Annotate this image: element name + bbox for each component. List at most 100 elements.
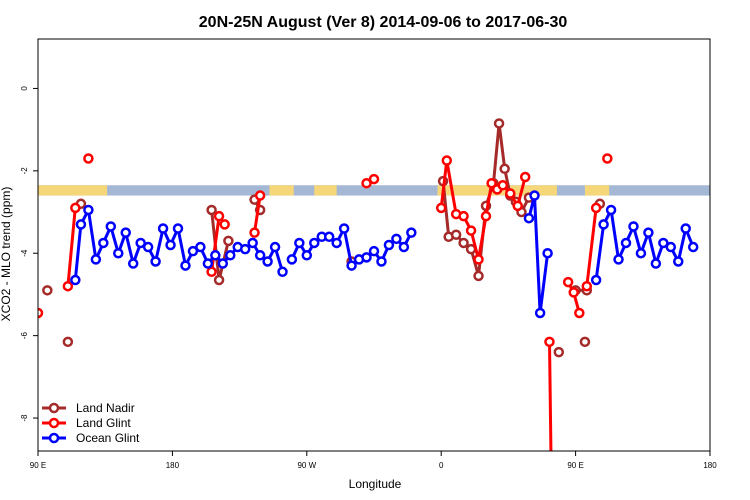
data-point	[331, 237, 342, 249]
x-tick-label: 90 W	[297, 461, 316, 470]
land-band-segment	[38, 185, 108, 196]
data-point	[98, 237, 109, 249]
legend-label: Ocean Glint	[76, 431, 140, 445]
data-point	[247, 237, 258, 249]
y-tick-label: -6	[20, 332, 29, 340]
data-point	[680, 223, 691, 234]
data-point	[519, 171, 531, 183]
axes: 90 E 180 90 W 0 90 E 180 0 -2 -4 -6 -8	[20, 86, 717, 470]
data-point	[581, 280, 593, 292]
data-point	[254, 250, 266, 261]
data-point	[650, 258, 662, 269]
data-point	[613, 254, 624, 265]
data-point	[83, 153, 94, 164]
data-point	[202, 258, 214, 269]
data-point	[323, 231, 335, 243]
data-point	[294, 237, 305, 249]
series-line	[527, 194, 550, 315]
data-point	[465, 225, 477, 236]
data-point	[398, 241, 410, 253]
data-point	[225, 250, 236, 261]
legend-label: Land Nadir	[76, 401, 135, 415]
data-point	[165, 239, 176, 251]
data-point	[213, 210, 225, 222]
data-point	[206, 204, 217, 216]
series-line	[66, 207, 77, 287]
data-point	[172, 223, 184, 234]
data-point	[286, 254, 298, 265]
data-point	[105, 221, 117, 232]
data-point	[157, 223, 169, 234]
data-point	[643, 227, 654, 238]
series-ocean-glint	[70, 190, 699, 319]
data-point	[239, 243, 251, 255]
series-land-glint	[38, 153, 613, 484]
data-point	[480, 210, 492, 222]
legend-marker	[48, 432, 60, 444]
data-point	[486, 177, 497, 189]
data-point	[113, 247, 124, 259]
data-point	[497, 180, 509, 191]
data-point	[579, 336, 591, 348]
data-point	[277, 266, 288, 278]
data-point	[568, 287, 579, 298]
data-point	[544, 336, 555, 348]
data-point	[269, 241, 281, 253]
legend-item: Land Glint	[42, 416, 131, 430]
data-point	[534, 307, 546, 319]
land-band-segment	[584, 185, 610, 196]
land-ocean-band	[38, 185, 710, 196]
data-point	[523, 212, 535, 224]
data-point	[338, 223, 350, 234]
data-point	[301, 250, 313, 261]
data-point	[406, 227, 417, 238]
data-point	[70, 274, 81, 286]
data-point	[142, 241, 154, 253]
data-point	[553, 346, 565, 358]
chart-title: 20N-25N August (Ver 8) 2014-09-06 to 201…	[199, 14, 568, 31]
x-tick-label: 90 E	[567, 461, 583, 470]
data-point	[473, 270, 484, 282]
data-point	[499, 163, 510, 175]
data-point	[127, 258, 139, 269]
data-point	[512, 200, 523, 212]
data-point	[598, 219, 609, 230]
land-band-segment	[314, 185, 337, 196]
data-point	[473, 254, 484, 265]
legend-marker	[48, 417, 60, 429]
data-point	[368, 245, 380, 257]
data-point	[574, 307, 585, 319]
ocean-band	[38, 185, 710, 196]
data-point	[602, 153, 613, 164]
data-point	[83, 204, 94, 216]
data-point	[206, 266, 217, 278]
data-point	[458, 237, 469, 249]
data-point	[262, 256, 273, 267]
data-point	[435, 202, 447, 214]
data-point	[376, 256, 387, 267]
data-point	[383, 239, 395, 251]
data-point	[361, 177, 372, 189]
data-point	[249, 227, 260, 238]
data-point	[38, 307, 44, 319]
data-point	[542, 247, 553, 259]
data-point	[62, 280, 74, 292]
data-point	[590, 274, 602, 286]
data-point	[135, 237, 146, 249]
y-axis-label: XCO2 - MLO trend (ppm)	[0, 187, 13, 322]
legend-marker	[48, 402, 60, 414]
data-point	[635, 247, 647, 259]
data-point	[368, 173, 380, 185]
data-point	[665, 241, 677, 253]
x-tick-label: 180	[166, 461, 180, 470]
data-point	[562, 276, 574, 288]
series-line	[594, 208, 695, 281]
data-point	[547, 476, 555, 484]
data-point	[70, 202, 81, 214]
data-point	[195, 241, 206, 253]
data-point	[590, 202, 602, 214]
data-point	[458, 210, 469, 222]
data-point	[620, 237, 632, 249]
series-line	[253, 195, 262, 233]
